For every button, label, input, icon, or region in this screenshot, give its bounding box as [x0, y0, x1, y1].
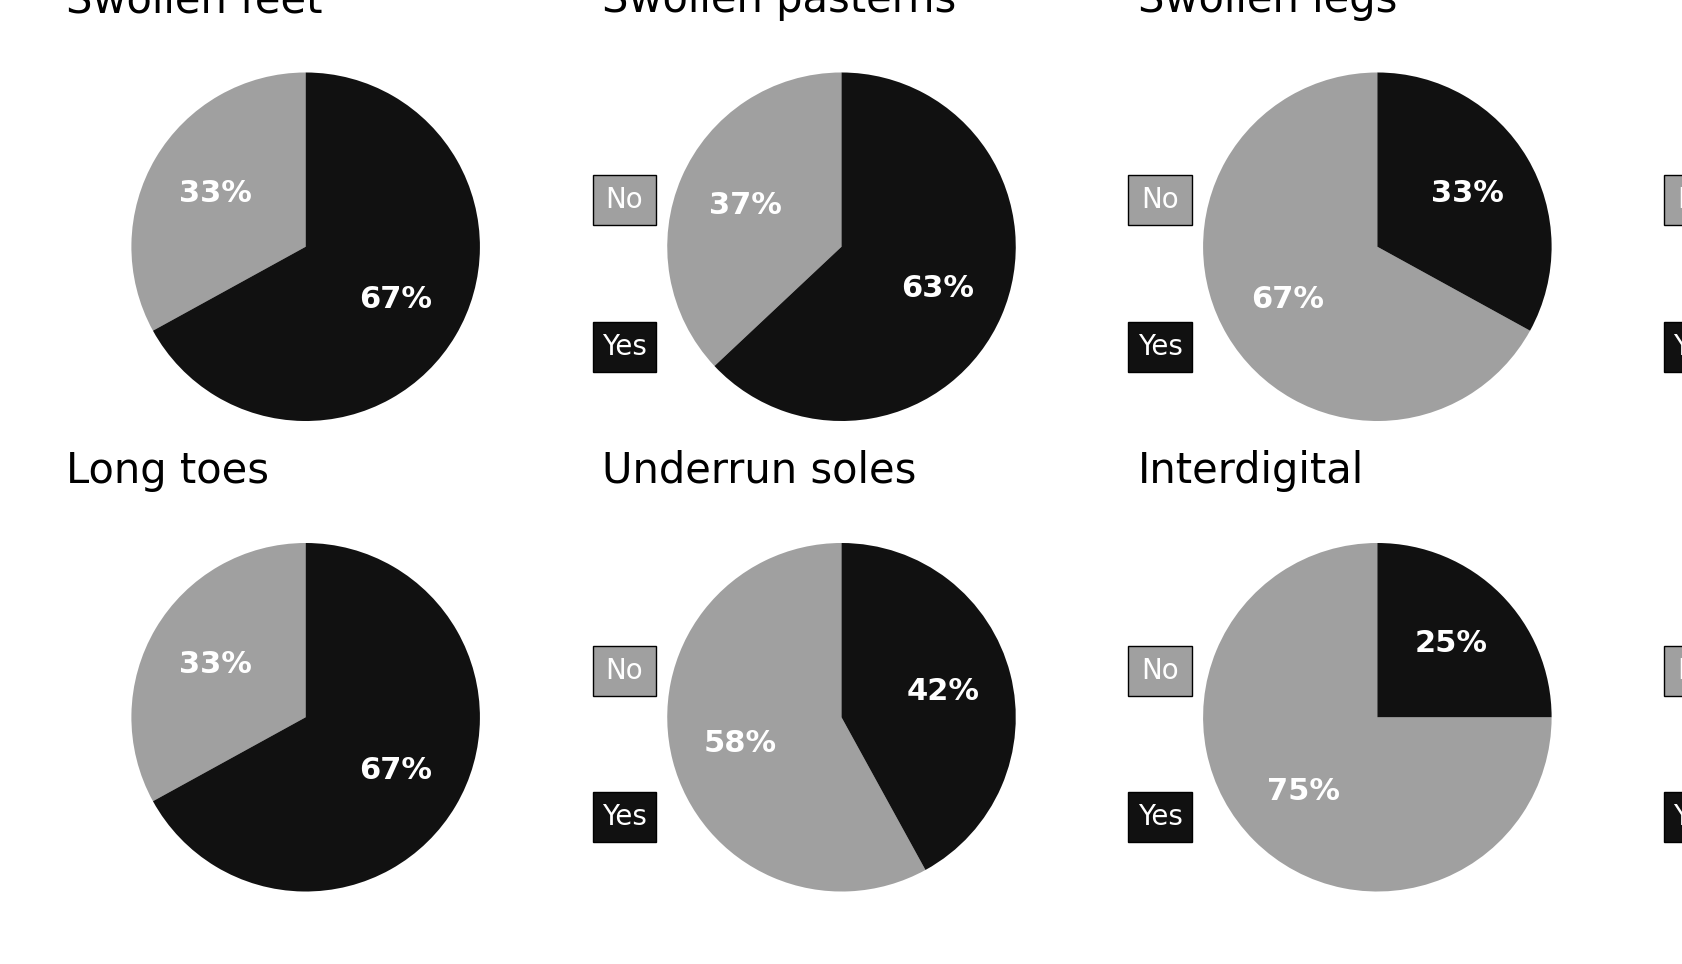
- Text: Yes: Yes: [1672, 803, 1682, 831]
- Text: No: No: [606, 186, 643, 214]
- Wedge shape: [1203, 72, 1529, 421]
- Text: 58%: 58%: [703, 729, 777, 758]
- Text: 42%: 42%: [905, 677, 979, 706]
- Wedge shape: [1376, 72, 1551, 331]
- Text: No: No: [1140, 186, 1177, 214]
- Text: Yes: Yes: [1137, 333, 1182, 361]
- Wedge shape: [1203, 543, 1551, 892]
- Wedge shape: [666, 543, 925, 892]
- Text: 67%: 67%: [358, 756, 432, 785]
- Text: 33%: 33%: [1430, 179, 1504, 208]
- Text: 67%: 67%: [1250, 285, 1324, 314]
- Text: Swollen legs: Swollen legs: [1137, 0, 1396, 21]
- Text: Yes: Yes: [602, 803, 646, 831]
- Text: No: No: [606, 656, 643, 684]
- Text: 75%: 75%: [1267, 777, 1339, 806]
- Text: Swollen pasterns: Swollen pasterns: [602, 0, 955, 21]
- Text: 63%: 63%: [900, 274, 974, 303]
- Text: Underrun soles: Underrun soles: [602, 450, 915, 492]
- Text: 33%: 33%: [178, 179, 252, 208]
- Text: Yes: Yes: [1137, 803, 1182, 831]
- Text: No: No: [1675, 656, 1682, 684]
- Text: No: No: [1675, 186, 1682, 214]
- Text: 37%: 37%: [708, 191, 782, 220]
- Text: Swollen feet: Swollen feet: [66, 0, 323, 21]
- Wedge shape: [1376, 543, 1551, 717]
- Wedge shape: [841, 543, 1016, 870]
- Wedge shape: [153, 72, 479, 421]
- Text: No: No: [1140, 656, 1177, 684]
- Wedge shape: [131, 543, 306, 801]
- Wedge shape: [131, 72, 306, 331]
- Text: 33%: 33%: [178, 650, 252, 679]
- Text: 25%: 25%: [1415, 629, 1487, 657]
- Text: Yes: Yes: [1672, 333, 1682, 361]
- Text: Yes: Yes: [602, 333, 646, 361]
- Wedge shape: [666, 72, 841, 366]
- Text: 67%: 67%: [358, 285, 432, 314]
- Wedge shape: [153, 543, 479, 892]
- Text: Long toes: Long toes: [66, 450, 269, 492]
- Wedge shape: [715, 72, 1016, 421]
- Text: Interdigital: Interdigital: [1137, 450, 1362, 492]
